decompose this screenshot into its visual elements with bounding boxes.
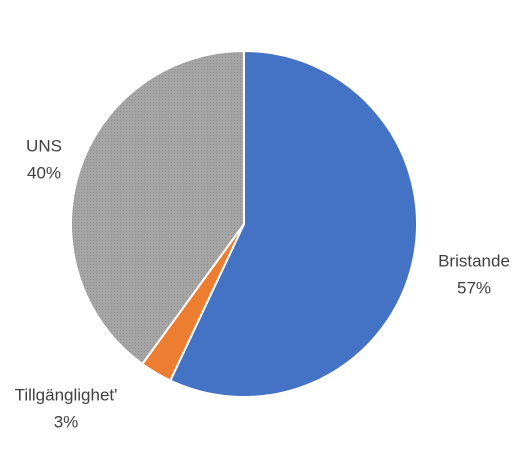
slice-value-label: 40% — [27, 163, 61, 182]
slice-value-label: 3% — [54, 412, 79, 431]
slice-label: Tillgänglighet' — [15, 385, 118, 404]
pie-slice — [169, 49, 418, 398]
slice-label: Bristande — [438, 251, 510, 270]
slice-label: UNS — [26, 136, 62, 155]
slice-value-label: 57% — [457, 278, 491, 297]
pie-slice — [70, 49, 245, 366]
